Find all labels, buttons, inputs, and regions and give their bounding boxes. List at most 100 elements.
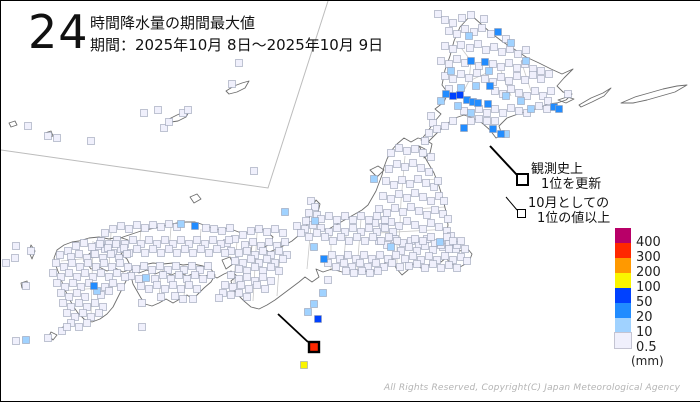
station-marker xyxy=(449,45,457,53)
station-marker xyxy=(379,192,387,200)
station-marker xyxy=(83,319,91,327)
station-marker xyxy=(411,189,419,197)
scale-value-label: 50 xyxy=(636,295,653,310)
station-marker xyxy=(447,67,455,75)
station-marker xyxy=(421,264,429,272)
station-marker xyxy=(507,39,515,47)
station-marker xyxy=(97,291,105,299)
scale-value-label: 0.5 xyxy=(636,340,657,355)
station-marker xyxy=(467,11,475,19)
station-marker xyxy=(444,215,452,223)
station-marker xyxy=(68,259,76,267)
station-marker xyxy=(482,46,490,54)
station-marker xyxy=(215,294,223,302)
station-marker xyxy=(77,283,85,291)
station-marker xyxy=(535,102,543,110)
station-marker xyxy=(235,59,243,67)
station-marker xyxy=(52,259,60,267)
station-marker xyxy=(61,283,69,291)
station-marker xyxy=(83,303,91,311)
station-marker xyxy=(251,263,259,271)
station-marker xyxy=(337,233,345,241)
station-marker xyxy=(449,75,457,83)
station-marker xyxy=(486,82,494,90)
station-marker xyxy=(523,109,531,117)
station-marker xyxy=(305,233,313,241)
station-marker xyxy=(443,233,451,241)
station-marker xyxy=(221,281,229,289)
station-marker xyxy=(255,225,263,233)
station-marker xyxy=(172,262,180,270)
station-marker xyxy=(344,251,352,259)
station-marker xyxy=(263,228,271,236)
station-marker xyxy=(332,263,340,271)
station-marker xyxy=(275,267,283,275)
station-marker xyxy=(393,160,401,168)
station-marker xyxy=(148,266,156,274)
station-marker xyxy=(361,237,369,245)
station-marker xyxy=(545,70,553,78)
station-marker xyxy=(507,85,515,93)
scale-color-block xyxy=(615,243,631,258)
station-marker xyxy=(204,262,212,270)
station-marker xyxy=(472,82,480,90)
station-marker xyxy=(169,240,177,248)
station-marker xyxy=(352,255,360,263)
scale-color-block xyxy=(615,288,631,303)
station-marker xyxy=(502,92,510,100)
station-marker xyxy=(161,236,169,244)
station-marker xyxy=(121,273,129,281)
scale-value-label: 200 xyxy=(636,265,661,280)
station-marker xyxy=(279,255,287,263)
station-marker xyxy=(467,109,475,117)
october-legend-pointer-line xyxy=(505,196,518,211)
station-marker xyxy=(159,271,167,279)
station-marker xyxy=(185,240,193,248)
scale-value-label: 20 xyxy=(636,310,653,325)
station-marker xyxy=(173,249,181,257)
station-marker xyxy=(11,254,19,262)
station-marker xyxy=(427,153,435,161)
station-marker xyxy=(437,97,445,105)
station-marker xyxy=(283,251,291,259)
station-marker xyxy=(79,309,87,317)
station-marker xyxy=(411,145,419,153)
station-marker xyxy=(213,245,221,253)
station-marker xyxy=(381,224,389,232)
station-marker xyxy=(140,262,148,270)
station-marker xyxy=(311,217,319,225)
station-marker xyxy=(263,255,271,263)
station-marker xyxy=(467,117,475,125)
station-marker xyxy=(513,72,521,80)
station-marker xyxy=(414,175,422,183)
station-marker xyxy=(207,271,215,279)
station-marker xyxy=(368,255,376,263)
station-marker xyxy=(180,266,188,274)
station-marker xyxy=(73,273,81,281)
station-marker xyxy=(434,177,442,185)
station-marker xyxy=(226,224,234,232)
station-marker xyxy=(427,219,435,227)
station-marker xyxy=(90,282,98,290)
october-first-place-marker-sample xyxy=(517,209,526,218)
station-marker xyxy=(537,75,545,83)
station-marker xyxy=(237,281,245,289)
station-marker xyxy=(357,212,365,220)
station-marker xyxy=(434,10,442,18)
station-marker xyxy=(141,224,149,232)
station-marker xyxy=(517,97,525,105)
station-marker xyxy=(437,57,445,65)
station-marker xyxy=(399,208,407,216)
scale-color-block xyxy=(615,273,631,288)
station-marker xyxy=(441,72,449,80)
station-marker xyxy=(358,267,366,275)
station-marker xyxy=(101,283,109,291)
station-marker xyxy=(71,313,79,321)
station-marker xyxy=(499,109,507,117)
inset-boundary-line xyxy=(1,1,329,189)
station-marker xyxy=(201,240,209,248)
station-marker xyxy=(56,251,64,259)
station-marker xyxy=(249,238,257,246)
station-marker xyxy=(145,285,153,293)
